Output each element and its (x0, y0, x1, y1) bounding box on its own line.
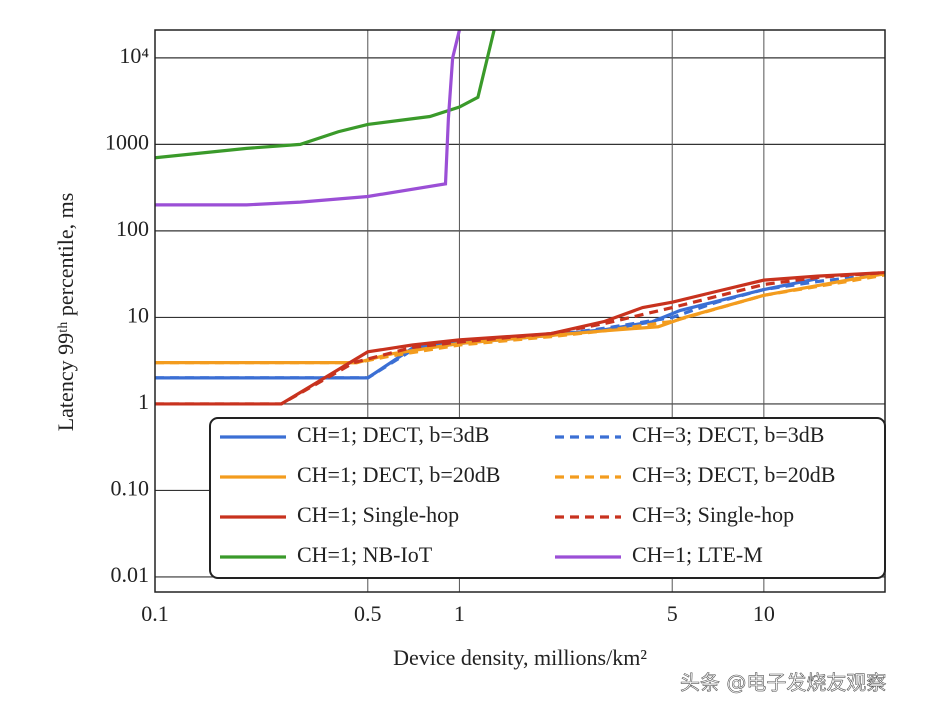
watermark: 头条 @电子发烧友观察 (680, 671, 886, 695)
series-line (155, 270, 885, 406)
legend: CH=1; DECT, b=3dB CH=3; DECT, b=3dB CH=1; … (209, 417, 886, 579)
x-axis-label: Device density, millions/km² (393, 645, 647, 670)
series-line (155, 273, 885, 365)
y-tick-label: 0.01 (111, 562, 150, 587)
y-axis-label: Latency 99ᵗʰ percentile, ms (53, 193, 78, 432)
legend-label: CH=3; Single-hop (632, 502, 794, 527)
y-tick-label: 10 (127, 302, 149, 327)
series-line (155, 30, 461, 207)
legend-label: CH=3; DECT, b=3dB (632, 422, 824, 447)
y-tick-label: 1000 (105, 129, 149, 154)
legend-label: CH=1; LTE-M (632, 542, 763, 567)
legend-box (209, 417, 886, 579)
series-line (155, 272, 885, 380)
legend-label: CH=1; Single-hop (297, 502, 459, 527)
y-tick-label: 1 (138, 389, 149, 414)
x-tick-label: 10 (753, 601, 775, 626)
y-tick-label: 10⁴ (119, 43, 149, 68)
y-tick-label: 100 (116, 216, 149, 241)
x-tick-label: 0.5 (354, 601, 382, 626)
plot-lines (155, 30, 885, 406)
x-tick-label: 0.1 (141, 601, 169, 626)
legend-label: CH=3; DECT, b=20dB (632, 462, 835, 487)
legend-label: CH=1; DECT, b=20dB (297, 462, 500, 487)
legend-label: CH=1; NB-IoT (297, 542, 433, 567)
plot-frame (154, 29, 886, 593)
y-tick-label: 0.10 (111, 475, 150, 500)
legend-label: CH=1; DECT, b=3dB (297, 422, 489, 447)
series-line (155, 270, 885, 406)
x-tick-label: 1 (454, 601, 465, 626)
series-line (155, 30, 496, 160)
x-tick-label: 5 (667, 601, 678, 626)
